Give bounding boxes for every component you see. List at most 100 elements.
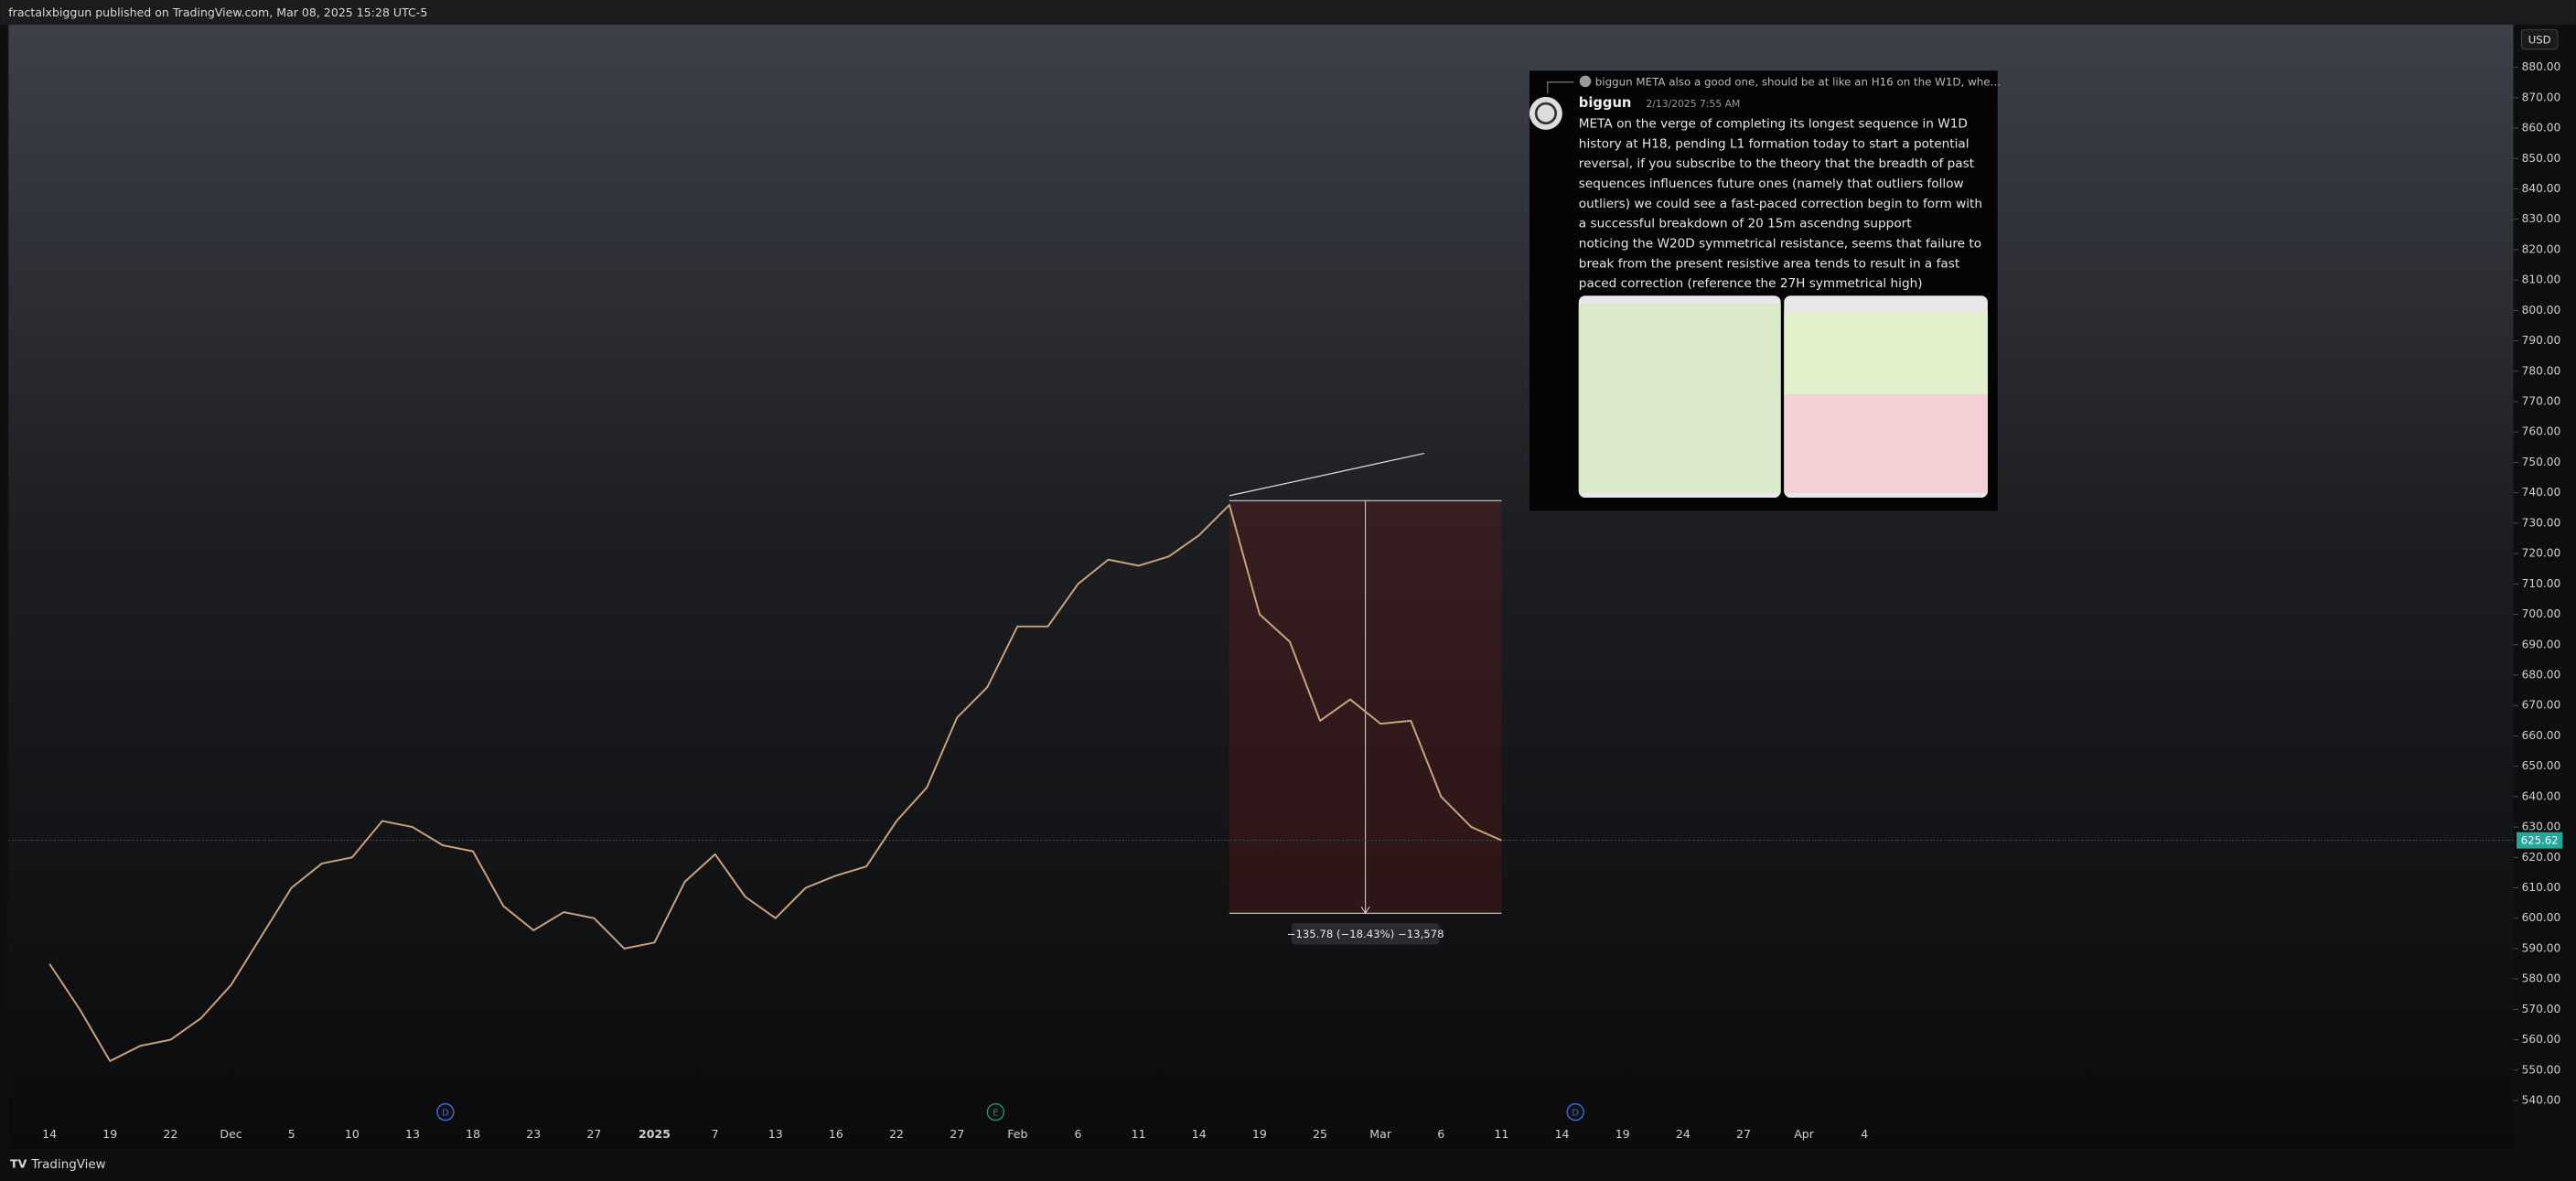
x-tick-label: 14 <box>42 1127 57 1141</box>
y-tick-label: 770.00 <box>2522 395 2561 408</box>
x-tick-label: 10 <box>345 1127 360 1141</box>
y-tick-label: 570.00 <box>2522 1003 2561 1015</box>
y-tick-label: 660.00 <box>2522 729 2561 742</box>
y-tick-label: 720.00 <box>2522 547 2561 560</box>
price-line <box>48 503 1502 1062</box>
message-line: paced correction (reference the 27H symm… <box>1579 276 1923 291</box>
event-marker <box>436 1102 455 1122</box>
footer-brand: TradingView <box>30 1158 105 1172</box>
event-marker <box>1566 1102 1584 1122</box>
y-tick-label: 780.00 <box>2522 364 2561 377</box>
x-tick-label: 11 <box>1494 1127 1508 1141</box>
y-tick-label: 730.00 <box>2522 516 2561 529</box>
y-tick-label: 790.00 <box>2522 334 2561 347</box>
author-name: biggun <box>1579 95 1632 111</box>
x-tick-label: 19 <box>1615 1127 1630 1141</box>
last-price-label: 625.62 <box>2521 834 2559 847</box>
measure-label-box <box>1291 923 1440 945</box>
header-text: fractalxbiggun published on TradingView.… <box>8 5 427 19</box>
currency-box <box>2521 28 2559 50</box>
x-tick-label: 19 <box>102 1127 117 1141</box>
message-line: sequences influences future ones (namely… <box>1579 177 1964 191</box>
y-tick-label: 540.00 <box>2522 1094 2561 1107</box>
event-label: E <box>993 1108 998 1118</box>
y-tick-label: 630.00 <box>2522 821 2561 833</box>
measure-arrowhead <box>1360 906 1370 915</box>
x-tick-label: 25 <box>1313 1127 1327 1141</box>
x-tick-label: 5 <box>288 1127 295 1141</box>
x-tick-label: 24 <box>1676 1127 1690 1141</box>
x-tick-label: 14 <box>1192 1127 1207 1141</box>
y-tick-label: 690.00 <box>2522 638 2561 650</box>
x-tick-label: 27 <box>1736 1127 1751 1141</box>
last-price-box <box>2517 832 2563 849</box>
y-tick-label: 870.00 <box>2522 91 2561 103</box>
y-tick-label: 840.00 <box>2522 182 2561 195</box>
reply-text: biggun META also a good one, should be a… <box>1595 75 2001 88</box>
x-tick-label: 18 <box>466 1127 480 1141</box>
x-tick-label: 7 <box>712 1127 719 1141</box>
y-tick-label: 850.00 <box>2522 152 2561 165</box>
price-axis <box>2513 24 2576 1149</box>
y-tick-label: 580.00 <box>2522 972 2561 985</box>
y-tick-label: 700.00 <box>2522 607 2561 620</box>
x-tick-label: 6 <box>1437 1127 1444 1141</box>
attachment-chart <box>1784 393 1988 493</box>
brand-logo: TV <box>10 1157 27 1171</box>
y-tick-label: 590.00 <box>2522 941 2561 954</box>
y-tick-label: 750.00 <box>2522 456 2561 468</box>
message-line: history at H18, pending L1 formation tod… <box>1579 136 1970 151</box>
x-tick-label: 22 <box>163 1127 177 1141</box>
message-line: a successful breakdown of 20 15m ascendn… <box>1579 217 1912 231</box>
plot-area <box>8 24 2514 1149</box>
y-tick-label: 610.00 <box>2522 881 2561 894</box>
y-tick-label: 640.00 <box>2522 789 2561 802</box>
x-tick-label: 2025 <box>639 1127 671 1141</box>
message-card: biggun META also a good one, should be a… <box>1529 70 2001 511</box>
x-tick-label: 13 <box>768 1127 783 1141</box>
reply-connector <box>1546 81 1574 94</box>
y-tick-label: 880.00 <box>2522 60 2561 73</box>
attachment-chart <box>1784 312 1988 394</box>
y-tick-label: 600.00 <box>2522 911 2561 924</box>
event-label: D <box>1572 1108 1579 1118</box>
attachment-chart <box>1578 304 1781 493</box>
currency: USD <box>2528 33 2551 46</box>
x-tick-label: 14 <box>1555 1127 1570 1141</box>
event-marker <box>986 1102 1005 1122</box>
x-tick-label: 23 <box>526 1127 541 1141</box>
message-line: reversal, if you subscribe to the theory… <box>1579 156 1975 171</box>
x-tick-label: Dec <box>220 1127 242 1141</box>
y-tick-label: 620.00 <box>2522 851 2561 864</box>
author-avatar <box>1529 96 1562 130</box>
timestamp: 2/13/2025 7:55 AM <box>1646 98 1740 110</box>
x-tick-label: 22 <box>889 1127 904 1141</box>
x-tick-label: Feb <box>1007 1127 1027 1141</box>
x-tick-label: 27 <box>950 1127 964 1141</box>
reply-avatar <box>1579 75 1592 88</box>
x-tick-label: 6 <box>1074 1127 1081 1141</box>
y-tick-label: 560.00 <box>2522 1033 2561 1046</box>
y-tick-label: 800.00 <box>2522 304 2561 317</box>
header-bar <box>0 0 2576 25</box>
y-tick-label: 680.00 <box>2522 668 2561 681</box>
measure-label: −135.78 (−18.43%) −13,578 <box>1287 928 1444 940</box>
x-tick-label: 4 <box>1861 1127 1868 1141</box>
message-line: META on the verge of completing its long… <box>1579 117 1968 132</box>
y-tick-label: 740.00 <box>2522 486 2561 499</box>
y-tick-label: 550.00 <box>2522 1063 2561 1076</box>
y-tick-label: 820.00 <box>2522 242 2561 255</box>
x-tick-label: 19 <box>1252 1127 1267 1141</box>
message-line: noticing the W20D symmetrical resistance… <box>1579 236 1981 251</box>
y-tick-label: 670.00 <box>2522 699 2561 712</box>
y-tick-label: 760.00 <box>2522 425 2561 438</box>
trend-line <box>1229 452 1425 497</box>
avatar-swirl <box>1534 102 1558 125</box>
event-label: D <box>442 1108 449 1118</box>
y-tick-label: 810.00 <box>2522 274 2561 286</box>
x-tick-label: 16 <box>829 1127 843 1141</box>
x-tick-label: Apr <box>1794 1127 1815 1141</box>
x-tick-label: Mar <box>1369 1127 1392 1141</box>
